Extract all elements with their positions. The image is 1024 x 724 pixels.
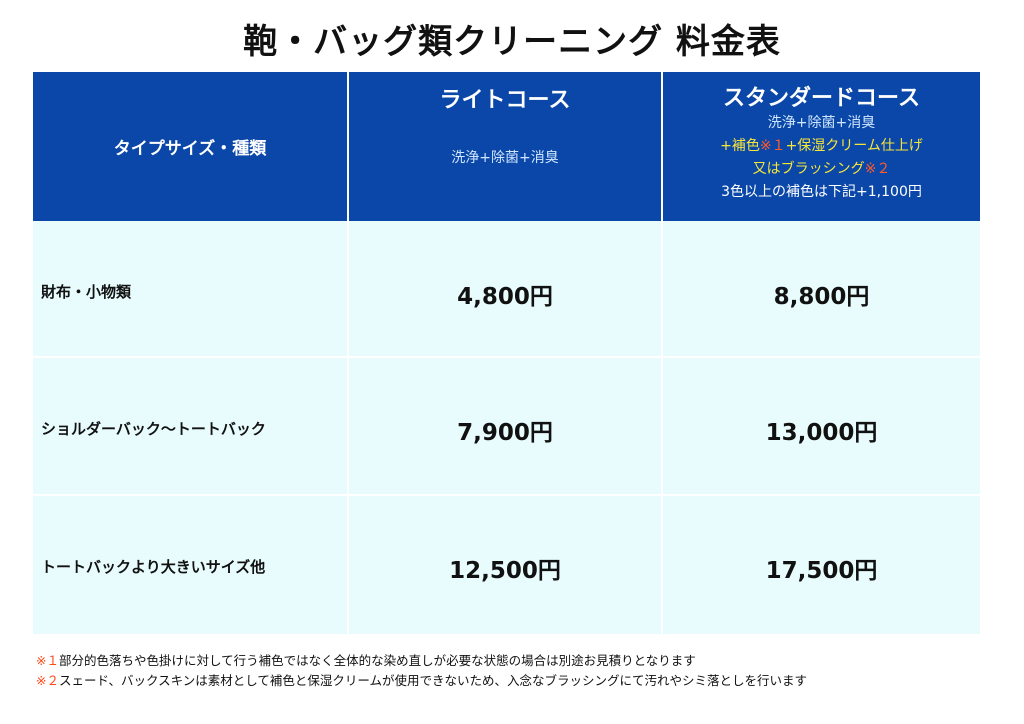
standard-desc-line3: 又はブラッシング※２ [752,161,891,177]
standard-course-desc: 洗浄+除菌+消臭 +補色※１+保湿クリーム仕上げ 又はブラッシング※２ 3色以上… [663,112,980,204]
price-standard-wallet: 8,800円 [773,284,870,310]
row-divider [33,356,980,358]
page-title: 鞄・バッグ類クリーニング 料金表 [243,22,781,62]
row-label-large: トートバックより大きいサイズ他 [41,558,266,576]
standard-desc-line1: 洗浄+除菌+消臭 [767,115,876,131]
header-light-course: ライトコース 洗浄+除菌+消臭 [349,72,661,221]
standard-desc-line4: 3色以上の補色は下記+1,100円 [721,184,922,200]
row-label-shoulder: ショルダーバック～トートバック [41,420,266,438]
footnote-1: ※１部分的色落ちや色掛けに対して行う補色ではなく全体的な染め直しが必要な状態の場… [36,653,696,668]
price-standard-shoulder: 13,000円 [765,420,878,446]
header-type-cell: タイプサイズ・種類 [33,72,347,221]
note2-mark: ※２ [864,161,891,177]
column-divider [661,72,663,634]
row-divider [33,494,980,496]
price-light-large: 12,500円 [449,558,561,584]
note1-mark: ※１ [759,138,786,154]
standard-course-name: スタンダードコース [723,86,920,111]
standard-desc-line2: +補色※１+保湿クリーム仕上げ [720,138,923,154]
column-divider [347,72,349,634]
light-course-desc: 洗浄+除菌+消臭 [451,150,559,166]
price-light-shoulder: 7,900円 [457,420,553,446]
footnote-2: ※２スェード、バックスキンは素材として補色と保湿クリームが使用できないため、入念… [36,673,807,688]
price-light-wallet: 4,800円 [457,284,553,310]
footnotes: ※１部分的色落ちや色掛けに対して行う補色ではなく全体的な染め直しが必要な状態の場… [36,651,807,691]
price-table: タイプサイズ・種類 ライトコース 洗浄+除菌+消臭 スタンダードコース 洗浄+除… [33,72,980,634]
price-standard-large: 17,500円 [765,558,878,584]
type-size-label: タイプサイズ・種類 [113,139,267,159]
header-standard-course: スタンダードコース 洗浄+除菌+消臭 +補色※１+保湿クリーム仕上げ 又はブラッ… [663,72,980,221]
light-course-name: ライトコース [439,88,571,113]
row-label-wallet: 財布・小物類 [41,283,132,301]
